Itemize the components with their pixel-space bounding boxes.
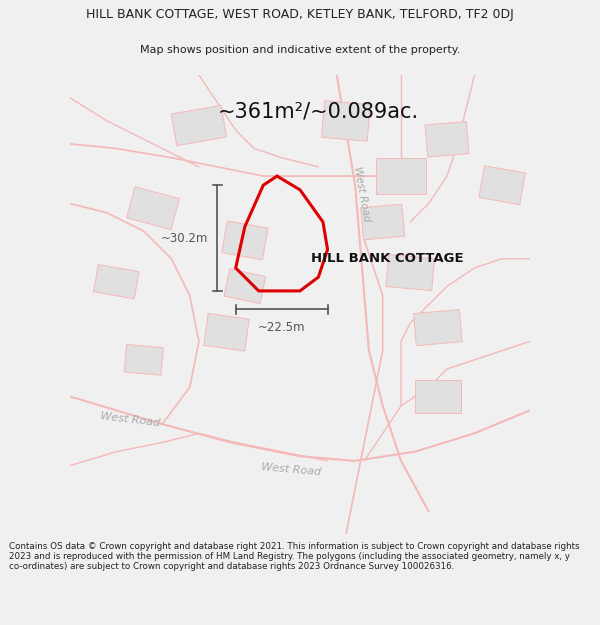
Polygon shape [204, 314, 249, 351]
Polygon shape [322, 101, 370, 141]
Text: West Road: West Road [260, 462, 321, 478]
Polygon shape [171, 105, 227, 146]
Text: West Road: West Road [100, 411, 160, 428]
Polygon shape [94, 264, 139, 299]
Polygon shape [425, 121, 469, 157]
Polygon shape [415, 381, 461, 412]
Text: Map shows position and indicative extent of the property.: Map shows position and indicative extent… [140, 46, 460, 55]
Polygon shape [224, 269, 266, 304]
Text: ~361m²/~0.089ac.: ~361m²/~0.089ac. [217, 102, 418, 122]
Polygon shape [479, 166, 525, 204]
Polygon shape [413, 309, 462, 346]
Text: ~22.5m: ~22.5m [258, 321, 305, 334]
Polygon shape [222, 221, 268, 260]
Text: Contains OS data © Crown copyright and database right 2021. This information is : Contains OS data © Crown copyright and d… [9, 542, 580, 571]
Polygon shape [361, 204, 404, 240]
Text: West Road: West Road [352, 166, 372, 223]
Text: HILL BANK COTTAGE, WEST ROAD, KETLEY BANK, TELFORD, TF2 0DJ: HILL BANK COTTAGE, WEST ROAD, KETLEY BAN… [86, 8, 514, 21]
Text: HILL BANK COTTAGE: HILL BANK COTTAGE [311, 253, 464, 265]
Text: ~30.2m: ~30.2m [161, 232, 208, 244]
Polygon shape [127, 187, 179, 230]
Polygon shape [386, 254, 434, 291]
Polygon shape [124, 344, 163, 375]
Polygon shape [376, 158, 427, 194]
